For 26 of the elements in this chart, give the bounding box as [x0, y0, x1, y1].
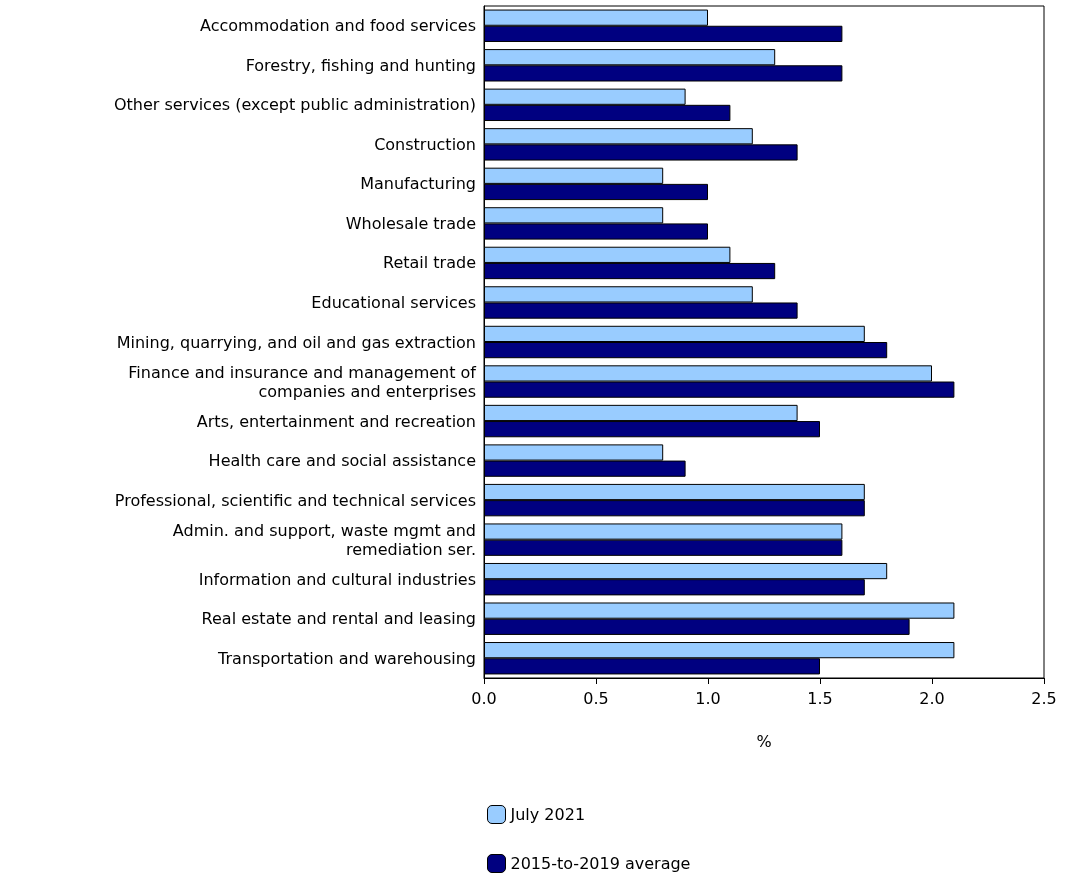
y-tick-label: Real estate and rental and leasing [201, 609, 476, 629]
y-tick-label: Arts, entertainment and recreation [196, 411, 476, 431]
y-tick-label: Professional, scientific and technical services [114, 490, 476, 510]
y-tick-label: Mining, quarrying, and oil and gas extraction [116, 332, 476, 352]
y-tick-label: Admin. and support, waste mgmt and remediation ser. [172, 520, 476, 559]
y-tick-label: Educational services [311, 292, 476, 312]
y-tick-label: Forestry, fishing and hunting [245, 55, 476, 75]
y-tick-label: Construction [374, 134, 476, 154]
x-tick-label: 0.0 [471, 688, 497, 708]
legend-label: July 2021 [509, 805, 586, 824]
y-tick-label: Retail trade [383, 253, 476, 273]
legend-label: 2015-to-2019 average [510, 854, 691, 873]
x-tick-label: 2.5 [1031, 688, 1057, 708]
y-tick-label: Finance and insurance and management of companies and enterprises [128, 362, 477, 401]
y-tick-label: Transportation and warehousing [217, 648, 476, 668]
y-tick-label: Manufacturing [360, 174, 476, 194]
y-tick-label: Wholesale trade [345, 213, 476, 233]
x-tick-label: 0.5 [583, 688, 609, 708]
x-axis-title: % [756, 731, 772, 751]
y-tick-label: Accommodation and food services [200, 16, 476, 36]
y-tick-label: Information and cultural industries [198, 569, 476, 589]
x-tick-label: 1.0 [695, 688, 721, 708]
y-tick-label: Other services (except public administration) [113, 95, 476, 115]
x-tick-label: 2.0 [919, 688, 945, 708]
y-tick-label: Health care and social assistance [208, 451, 476, 471]
x-tick-label: 1.5 [807, 688, 833, 708]
